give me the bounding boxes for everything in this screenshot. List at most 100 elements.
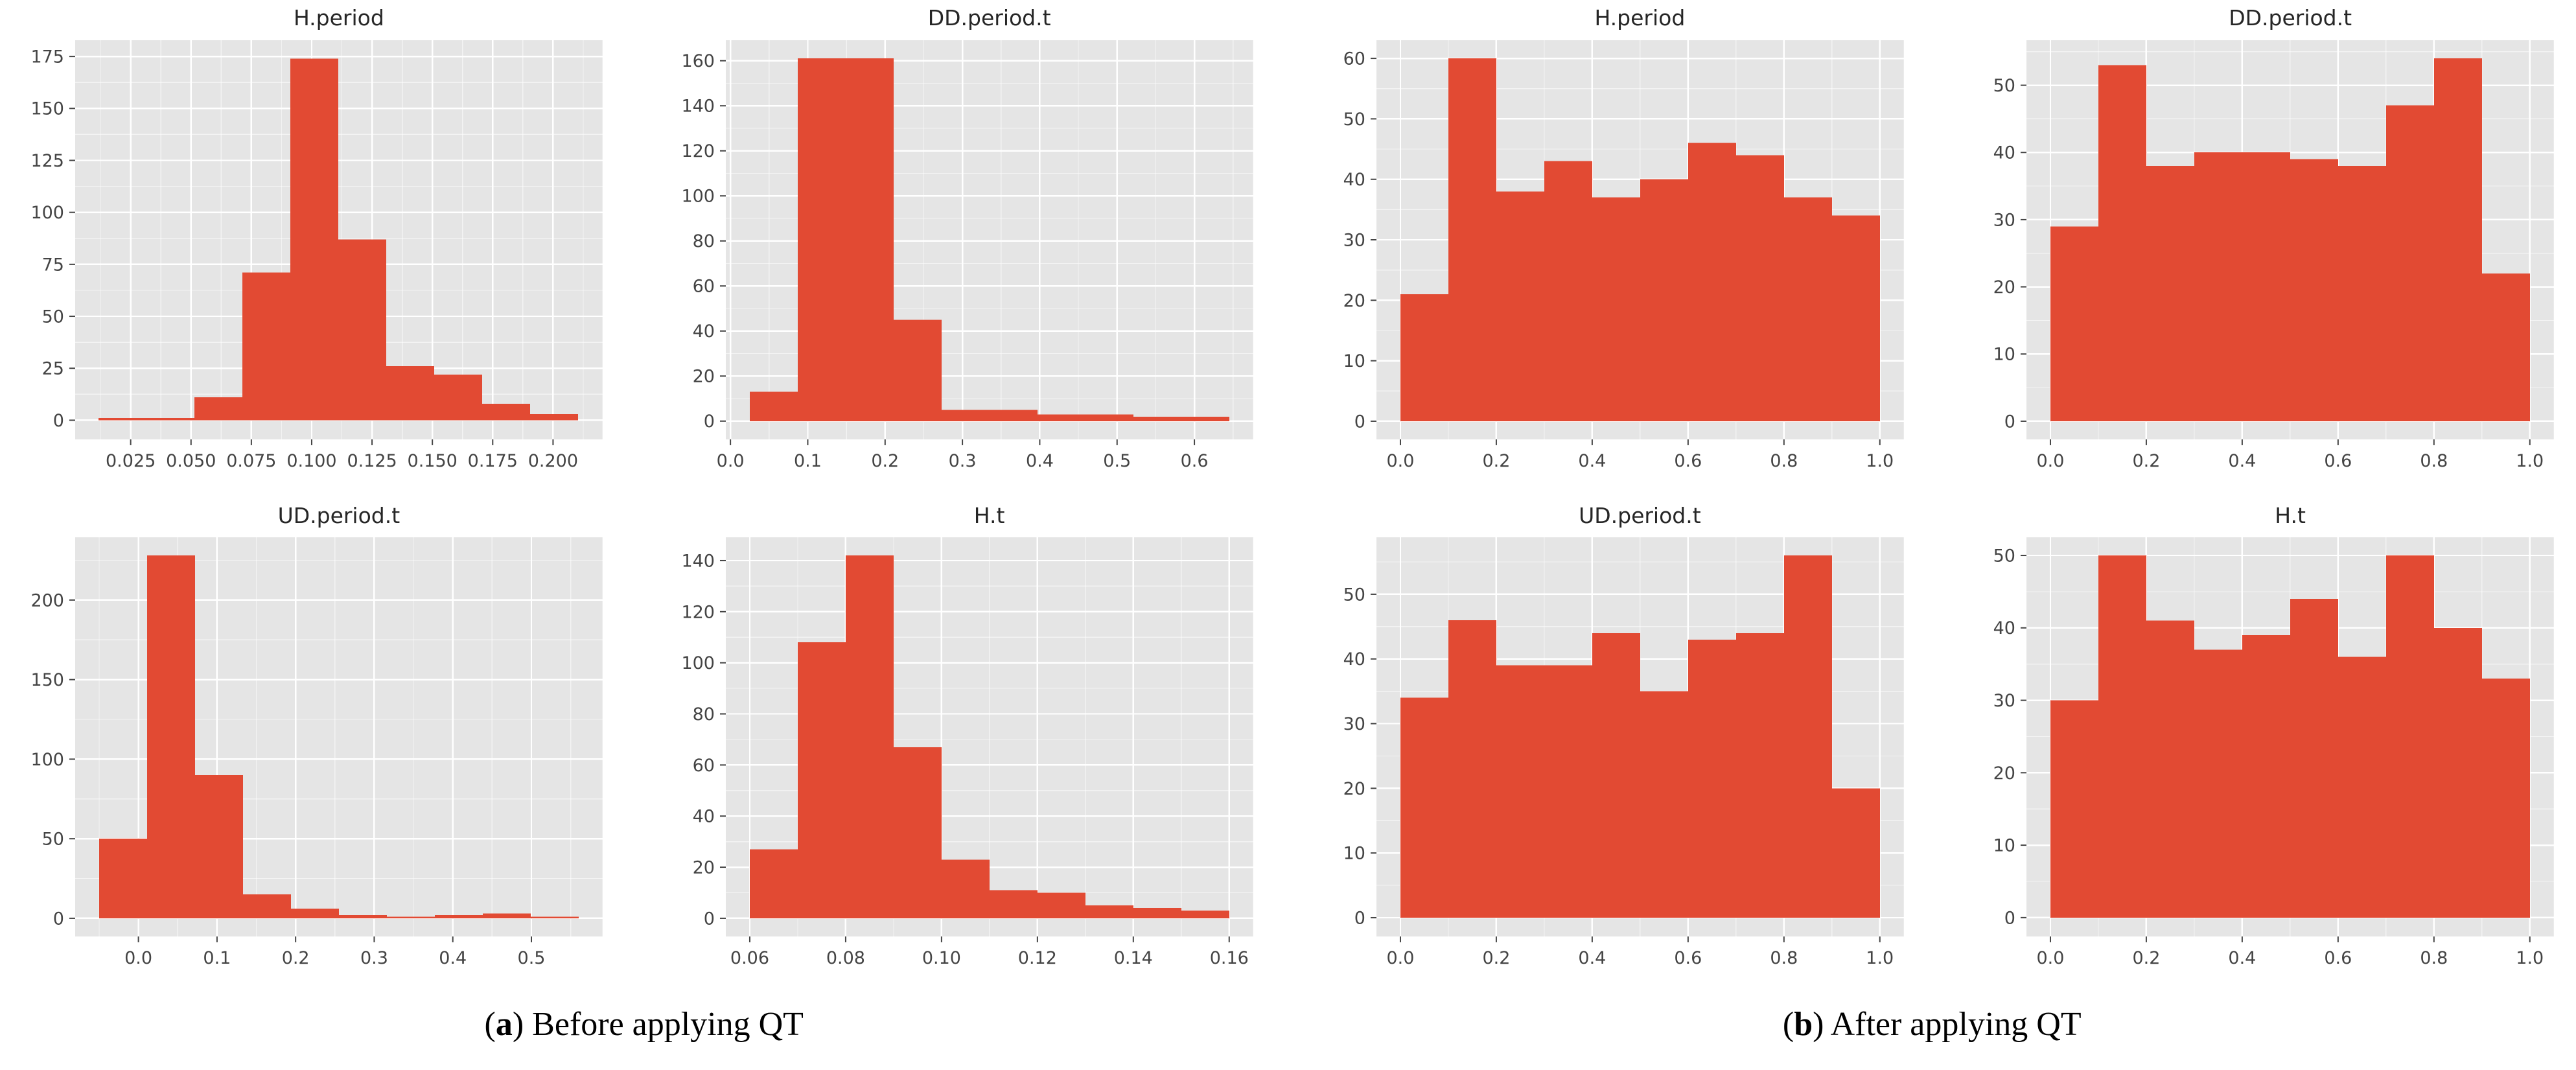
histogram-dd-period-t-before-qt: DD.period.t 0.0 0.1 0.2 0.3 0.4 0.5 0.6 0 20 40 60… <box>670 5 1262 481</box>
y-tick-label: 175 <box>30 47 64 67</box>
histogram-bar <box>482 403 530 421</box>
y-tick-label: 50 <box>42 307 64 327</box>
h-period-before-qt-svg: 0.025 0.050 0.075 0.100 0.125 0.150 0.175 0.200… <box>30 40 603 471</box>
x-tick-label: 0.3 <box>948 451 976 471</box>
y-tick-label: 0 <box>2004 412 2015 432</box>
x-tick-label: 0.8 <box>2420 451 2448 471</box>
histogram-bar <box>338 238 386 421</box>
x-tick-label: 0.0 <box>716 451 744 471</box>
x-tick-label: 0.4 <box>2229 451 2257 471</box>
histogram-bar <box>845 555 894 919</box>
h-t-before-qt-svg: 0.06 0.08 0.10 0.12 0.14 0.16 0 20 40 60 80 100 120 1… <box>681 537 1253 968</box>
x-tick-label: 0.125 <box>347 451 397 471</box>
histogram-bar <box>797 58 846 421</box>
histogram-bar <box>146 555 195 919</box>
y-tick-label: 40 <box>1993 143 2015 163</box>
y-tick-label: 0 <box>704 412 715 432</box>
histogram-bar <box>386 366 434 421</box>
histogram-bar <box>2434 58 2483 421</box>
plot-title-dd-period-t-before: DD.period.t <box>927 5 1051 30</box>
histogram-bar <box>2242 152 2291 421</box>
histogram-bar <box>2338 657 2387 918</box>
histogram-bar <box>1640 179 1688 421</box>
x-tick-label: 0.150 <box>408 451 458 471</box>
x-tick-label: 0.4 <box>1578 451 1606 471</box>
y-tick-label: 20 <box>1343 779 1365 799</box>
histogram-bar <box>941 409 990 421</box>
x-tick-label: 0.5 <box>518 948 546 968</box>
x-tick-label: 0.2 <box>1482 948 1510 968</box>
histogram-bar <box>1592 197 1640 421</box>
y-tick-label: 10 <box>1993 344 2015 364</box>
histogram-bar <box>1181 416 1229 421</box>
histogram-bar <box>1037 892 1085 919</box>
histogram-bar <box>1133 416 1181 421</box>
plot-title-h-period-before: H.period <box>293 5 384 30</box>
caption-a-letter: a <box>495 1006 513 1043</box>
x-tick-label: 0.6 <box>1180 451 1208 471</box>
y-tick-label: 100 <box>30 203 64 223</box>
histogram-bar <box>941 859 990 919</box>
y-tick-label: 40 <box>1343 649 1365 669</box>
y-tick-label: 0 <box>53 909 64 929</box>
y-tick-label: 140 <box>681 552 715 572</box>
x-tick-label: 0.0 <box>2037 451 2065 471</box>
caption-after-qt: (b) After applying QT <box>1288 1005 2576 1043</box>
plot-title-ud-period-t-after: UD.period.t <box>1579 502 1701 528</box>
histogram-bar <box>1592 633 1640 918</box>
caption-before-qt: (a) Before applying QT <box>0 1005 1288 1043</box>
histogram-bar <box>194 775 243 919</box>
plot-canvas-h-t-before: 0.06 0.08 0.10 0.12 0.14 0.16 0 20 40 60 80 100 120 1… <box>670 531 1262 978</box>
histogram-bar <box>1448 620 1496 918</box>
histogram-bar <box>1400 697 1448 918</box>
x-tick-label: 0.2 <box>2133 451 2161 471</box>
histogram-h-period-after-qt: H.period 0.0 0.2 0.4 0.6 0.8 1.0 0 10 20 30 40 50 60 <box>1321 5 1913 481</box>
x-tick-label: 0.12 <box>1018 948 1057 968</box>
y-tick-label: 120 <box>681 602 715 622</box>
x-tick-label: 1.0 <box>1866 948 1894 968</box>
x-tick-label: 0.2 <box>282 948 310 968</box>
y-tick-label: 60 <box>1343 49 1365 69</box>
x-tick-label: 0.6 <box>1674 451 1702 471</box>
h-t-after-qt-svg: 0.0 0.2 0.4 0.6 0.8 1.0 0 10 20 30 40 50 <box>1993 537 2555 968</box>
x-tick-label: 0.6 <box>2325 451 2352 471</box>
x-tick-label: 0.0 <box>1386 451 1414 471</box>
x-tick-label: 0.8 <box>1770 451 1798 471</box>
y-tick-label: 40 <box>692 321 714 342</box>
y-tick-label: 20 <box>692 366 714 386</box>
x-tick-label: 0.4 <box>1578 948 1606 968</box>
histogram-bar <box>434 374 482 421</box>
histogram-bar <box>1400 294 1448 421</box>
histogram-bar <box>146 417 195 421</box>
histogram-bar <box>2290 159 2339 421</box>
histogram-bar <box>530 916 579 919</box>
x-tick-label: 0.6 <box>2325 948 2352 968</box>
x-tick-label: 0.2 <box>1482 451 1510 471</box>
y-tick-label: 100 <box>681 186 715 206</box>
x-tick-label: 0.1 <box>203 948 231 968</box>
x-tick-label: 0.2 <box>871 451 899 471</box>
x-tick-label: 0.4 <box>2229 948 2257 968</box>
histogram-h-period-before-qt: H.period 0.025 0.050 0.075 0.100 0.125 0.150 0… <box>19 5 612 481</box>
histogram-bar <box>2338 165 2387 421</box>
y-tick-label: 10 <box>1343 351 1365 371</box>
ud-period-t-after-qt-svg: 0.0 0.2 0.4 0.6 0.8 1.0 0 10 20 30 40 50 <box>1343 537 1904 968</box>
histogram-bar <box>194 397 243 421</box>
x-tick-label: 0.16 <box>1209 948 1248 968</box>
histogram-bar <box>99 839 147 919</box>
histogram-h-t-before-qt: H.t 0.06 0.08 0.10 0.12 0.14 0.16 0 20 40 60 80 100… <box>670 503 1262 979</box>
histogram-bar <box>2146 620 2195 918</box>
dd-period-t-after-qt-svg: 0.0 0.2 0.4 0.6 0.8 1.0 0 10 20 30 40 50 <box>1993 40 2555 471</box>
y-tick-label: 150 <box>30 99 64 119</box>
dd-period-t-before-qt-svg: 0.0 0.1 0.2 0.3 0.4 0.5 0.6 0 20 40 60 80 100 120 140 1… <box>681 40 1253 471</box>
x-tick-label: 0.8 <box>2420 948 2448 968</box>
histogram-bar <box>2242 635 2291 918</box>
histogram-bar <box>1085 413 1133 421</box>
y-tick-label: 50 <box>1993 546 2015 566</box>
y-tick-label: 50 <box>42 830 64 850</box>
y-tick-label: 160 <box>681 51 715 71</box>
histogram-bar <box>893 319 942 421</box>
y-tick-label: 120 <box>681 141 715 161</box>
plot-title-h-period-after: H.period <box>1594 5 1686 30</box>
plot-canvas-ud-period-t-after: 0.0 0.2 0.4 0.6 0.8 1.0 0 10 20 30 40 50 <box>1321 531 1913 978</box>
